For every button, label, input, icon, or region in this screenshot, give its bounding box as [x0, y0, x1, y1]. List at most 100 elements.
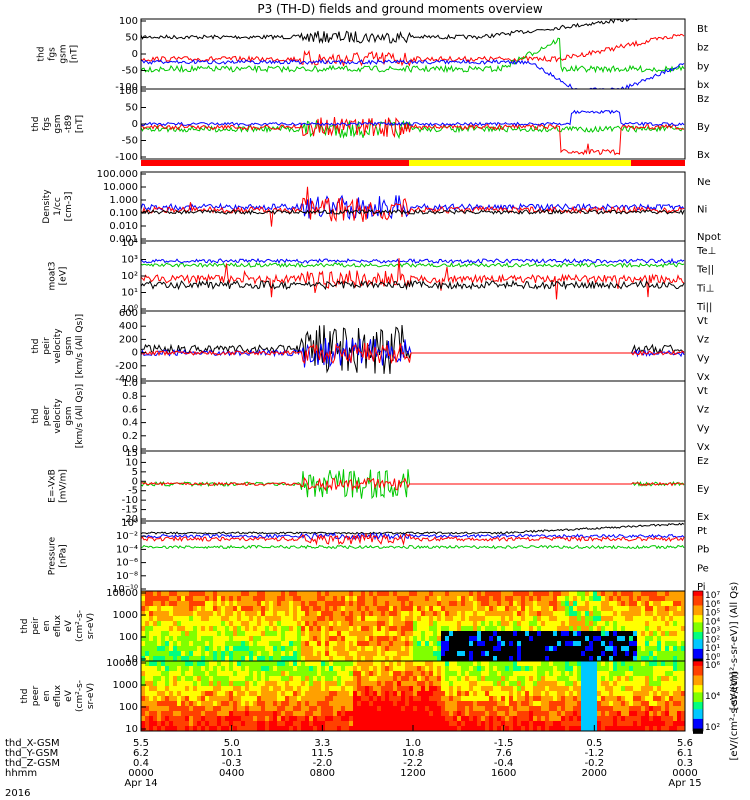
y-label: sr-eV) [86, 613, 96, 639]
colorbar-label: [eV/(cm²-s-sr-eV)] [729, 671, 740, 760]
panel-3: Ne Ni Npot 100.000 10.000 1.000 0.100 0.010 0.00… [42, 169, 721, 245]
colorbar-tick: 10⁶ [705, 600, 720, 610]
y-label: [km/s (All Qs)] [75, 314, 85, 378]
colorbar-tick: 10⁰ [705, 653, 720, 663]
y-tick-label: 0.4 [122, 418, 138, 429]
panel-4-frame [140, 240, 686, 312]
y-label: [nPa] [59, 544, 69, 567]
y-label: fgs [42, 117, 52, 131]
y-tick-label: 10⁻⁸ [116, 571, 138, 582]
time-axis-row-label: thd_Z-GSM [5, 758, 60, 769]
legend-Vt: Vt [697, 386, 708, 397]
y-label: thd [31, 409, 41, 424]
bx-trace [141, 58, 685, 89]
y-tick-label: 0 [132, 348, 138, 359]
y-label: thd [31, 117, 41, 132]
legend-Vy: Vy [697, 423, 710, 434]
legend-By: By [697, 122, 710, 133]
y-tick-label: 600 [119, 308, 138, 319]
bz-trace [141, 33, 685, 67]
y-label: thd [20, 689, 30, 704]
pe-trace [141, 544, 685, 550]
legend-bz: bz [697, 43, 709, 54]
y-label: gsm [64, 406, 74, 425]
y-tick-label: 100 [119, 632, 138, 643]
y-label: eflux [53, 614, 63, 637]
legend-Pe: Pe [697, 563, 709, 574]
time-axis-value: 1200 [400, 768, 425, 779]
y-tick-label: 10⁻¹⁰ [112, 584, 138, 595]
time-axis-value: Apr 14 [124, 778, 157, 789]
time-axis-value: 0.3 [677, 758, 693, 769]
y-tick-label: 1000 [113, 680, 138, 691]
legend-Npot: Npot [697, 232, 721, 243]
figure-title: P3 (TH-D) fields and ground moments over… [257, 2, 542, 16]
panel-10: 10⁶ 10⁴ 10² [eV/(cm²-s-sr-eV)] 10000 1000 100 1… [20, 658, 740, 760]
colorbar-label: [eV/(cm²-s-sr-eV)] (All Qs) [729, 582, 740, 711]
y-label: thd [31, 339, 41, 354]
legend-Vx: Vx [697, 442, 710, 453]
y-tick-label: 100 [119, 702, 138, 713]
y-label: peir [31, 617, 41, 635]
y-tick-label: 10000 [106, 658, 138, 669]
time-axis-value: -2.0 [313, 758, 333, 769]
y-tick-label: 10³ [121, 255, 138, 266]
pi-trace [141, 532, 685, 541]
time-axis-value: 2000 [582, 768, 607, 779]
colorbar-tick: 10⁶ [705, 661, 720, 671]
y-tick-label: 10 [125, 654, 138, 665]
y-tick-label: 10.000 [103, 182, 138, 193]
legend-Ex: Ex [697, 512, 709, 523]
y-tick-label: 0.6 [122, 404, 138, 415]
y-label: [mV/m] [59, 469, 69, 503]
y-label: [nT] [70, 45, 80, 63]
y-label: peer [31, 685, 41, 706]
y-tick-label: 10⁰ [121, 304, 138, 315]
y-label: en [42, 620, 52, 631]
colorbar-tick: 10³ [705, 626, 720, 636]
pb-trace [141, 532, 685, 546]
y-label: -t89 [64, 115, 74, 134]
y-label: eflux [53, 684, 63, 707]
time-axis-value: -1.2 [585, 748, 605, 759]
y-label: [cm-3] [64, 192, 74, 222]
time-axis-value: -0.3 [222, 758, 242, 769]
y-tick-label: 50 [125, 33, 138, 44]
colorbar-tick: 10⁴ [705, 618, 720, 628]
panel-5-plot [141, 324, 685, 374]
y-tick-label: 0.2 [122, 431, 138, 442]
panel-8: Pt Pb Pe Pi 10⁰ 10⁻² 10⁻⁴ 10⁻⁶ 10⁻⁸ 10⁻¹⁰ Pressure… [48, 518, 710, 595]
y-tick-label: 0 [132, 476, 138, 487]
y-tick-label: 0 [132, 119, 138, 130]
time-axis-value: 0400 [219, 768, 244, 779]
legend-bx: bx [697, 80, 709, 91]
y-label: gsm [53, 114, 63, 133]
y-label: (cm²-s- [75, 610, 85, 642]
y-tick-label: -100 [115, 82, 138, 93]
panel-10-colorbar: 10⁶ 10⁴ 10² [eV/(cm²-s-sr-eV)] [692, 660, 740, 760]
y-tick-label: 100 [119, 16, 138, 27]
legend-Ez: Ez [697, 456, 709, 467]
y-tick-label: -5 [128, 486, 138, 497]
y-tick-label: 15 [125, 448, 138, 459]
y-tick-label: 10⁴ [121, 238, 138, 249]
time-axis-value: 6.1 [677, 748, 693, 759]
y-tick-label: -10 [122, 495, 138, 506]
y-label: velocity [53, 398, 63, 434]
panel-1: Bt bz by bx 100 50 0 -50 -100 thd fgs gsm [nT] [37, 16, 710, 93]
y-label: thd [37, 47, 47, 62]
y-tick-label: 10 [125, 724, 138, 735]
legend-Vx: Vx [697, 372, 710, 383]
ne-trace [141, 186, 685, 227]
legend-Vz: Vz [697, 405, 709, 416]
panel-7-plot [141, 469, 685, 500]
year-label: 2016 [5, 788, 30, 799]
legend-Te⊥: Te⊥ [696, 246, 716, 257]
y-tick-label: 10⁻² [116, 531, 138, 542]
colorbar-tick: 10² [705, 635, 720, 645]
time-axis-row-label: hhmm [5, 768, 37, 779]
y-tick-label: 10⁻⁶ [116, 558, 138, 569]
y-label: Density [42, 189, 52, 224]
